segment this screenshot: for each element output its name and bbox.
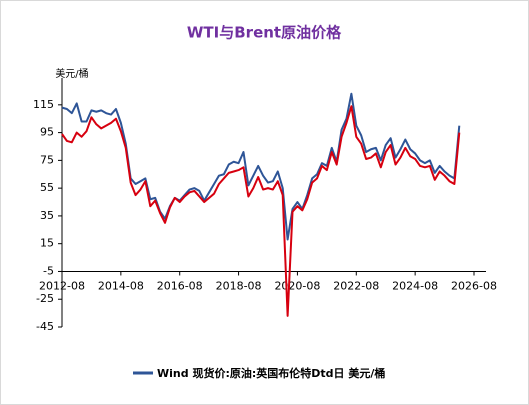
x-tick-label: 2012-08 <box>39 279 85 292</box>
chart-title: WTI与Brent原油价格 <box>187 24 342 42</box>
series-line <box>61 105 461 317</box>
y-tick-label: -25 <box>36 292 54 305</box>
y-tick-label: 115 <box>33 98 54 111</box>
x-tick-label: 2024-08 <box>392 279 438 292</box>
y-tick-label: 55 <box>40 181 54 194</box>
x-tick-label: 2016-08 <box>157 279 203 292</box>
x-tick-label: 2014-08 <box>98 279 144 292</box>
y-tick-label: 15 <box>40 237 54 250</box>
x-tick-label: 2022-08 <box>333 279 379 292</box>
x-tick-label: 2020-08 <box>274 279 320 292</box>
legend-label: Wind 现货价:原油:英国布伦特Dtd日 美元/桶 <box>157 366 385 380</box>
x-tick-label: 2018-08 <box>216 279 262 292</box>
y-tick-label: -5 <box>43 264 54 277</box>
y-tick-label: 75 <box>40 153 54 166</box>
y-tick-label: 35 <box>40 209 54 222</box>
y-axis-label: 美元/桶 <box>55 67 88 80</box>
x-tick-label: 2026-08 <box>451 279 497 292</box>
y-tick-label: 95 <box>40 126 54 139</box>
y-tick-label: -45 <box>36 320 54 333</box>
